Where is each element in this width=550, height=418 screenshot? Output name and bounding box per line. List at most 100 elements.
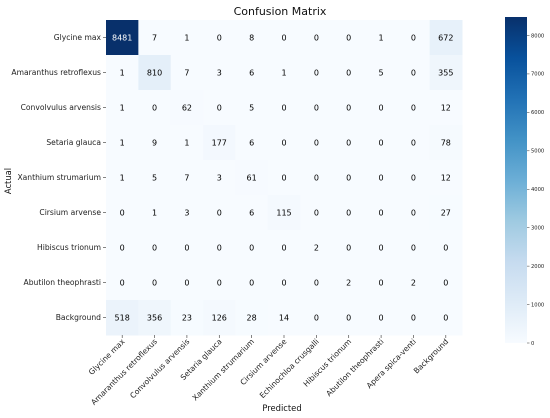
x-tick-label: Echinochloa crusgalli [258,337,321,400]
cell-value-label: 1 [120,104,125,113]
heatmap-cell [429,160,463,196]
heatmap-cell [429,125,463,161]
heatmap-cell [397,20,431,56]
heatmap-cell [203,125,236,161]
heatmap-cell [170,300,204,336]
heatmap-cell [364,195,398,231]
cell-value-label: 2 [411,279,416,288]
heatmap-cell [429,90,463,126]
cell-value-label: 6 [249,139,254,148]
cell-value-label: 0 [314,174,319,183]
heatmap-cell [170,125,204,161]
heatmap-cell [235,230,269,266]
cell-value-label: 0 [314,34,319,43]
heatmap-cell [235,90,269,126]
colorbar-ticks: 0 1000 2000 3000 4000 5000 6000 7000 8000 [527,33,544,347]
cell-value-label: 1 [184,139,189,148]
heatmap-cell [429,265,463,301]
x-tick-label: Convolvulus arvensis [128,337,191,400]
cell-value-label: 0 [120,209,125,218]
cell-value-label: 1 [379,34,384,43]
cell-value-label: 8 [249,34,254,43]
cell-value-label: 6 [249,69,254,78]
cell-value-label: 115 [276,209,291,218]
cell-value-label: 0 [217,279,222,288]
heatmap-cell [106,195,139,231]
heatmap-cell [138,90,172,126]
cell-value-label: 0 [346,244,351,253]
cell-value-label: 5 [152,174,157,183]
cell-value-label: 1 [120,69,125,78]
cell-value-label: 0 [379,244,384,253]
cell-value-label: 0 [120,244,125,253]
cell-value-label: 0 [217,104,222,113]
heatmap-cell [106,55,139,91]
cell-value-label: 0 [314,104,319,113]
colorbar-gradient [505,17,527,343]
cell-value-label: 5 [249,104,254,113]
y-tick-label: Background [56,313,101,322]
x-tick-label: Background [412,337,451,376]
heatmap-cell [235,125,269,161]
heatmap-cell [235,265,269,301]
heatmap-cell [429,230,463,266]
cell-value-label: 3 [217,69,222,78]
heatmap-cell [397,230,431,266]
heatmap-cell [203,300,236,336]
chart-title: Confusion Matrix [234,5,327,18]
heatmap-cell [106,300,139,336]
heatmap-cell [235,20,269,56]
y-axis-label: Actual [3,168,13,194]
heatmap-cell [170,230,204,266]
heatmap-cell [203,90,236,126]
heatmap-cell [267,125,301,161]
cell-value-label: 78 [441,139,451,148]
heatmap-cell [203,195,236,231]
heatmap-cell [364,265,398,301]
heatmap-cell [170,20,204,56]
cell-value-label: 0 [281,139,286,148]
cell-value-label: 8481 [112,34,132,43]
heatmap-cell [332,125,366,161]
heatmap-cell [332,55,366,91]
heatmap-cell [170,55,204,91]
heatmap-cell [235,55,269,91]
heatmap-cell [203,55,236,91]
colorbar-tick-label: 6000 [531,110,544,116]
cell-value-label: 0 [379,174,384,183]
cell-value-label: 3 [217,174,222,183]
x-tick-label: Amaranthus retroflexus [89,337,159,407]
cell-value-label: 0 [184,244,189,253]
y-tick-labels: Glycine max Amaranthus retroflexus Convolv… [11,33,106,322]
cell-value-label: 0 [379,104,384,113]
heatmap-cell [364,90,398,126]
cell-value-label: 1 [184,34,189,43]
heatmap-cell [203,20,236,56]
cell-value-label: 0 [281,34,286,43]
heatmap-cell [364,160,398,196]
cell-value-label: 0 [152,279,157,288]
heatmap-cell [429,20,463,56]
cell-value-label: 177 [212,139,227,148]
heatmap-cell [300,195,334,231]
heatmap-cell [300,125,334,161]
y-tick-label: Setaria glauca [46,138,101,147]
cell-value-label: 5 [379,69,384,78]
heatmap-cell [267,265,301,301]
cell-value-label: 61 [247,174,257,183]
cell-value-label: 0 [443,314,448,323]
cell-value-label: 7 [184,174,189,183]
colorbar-tick-label: 2000 [531,264,544,270]
heatmap-cell [429,195,463,231]
cell-value-label: 0 [281,174,286,183]
cell-value-label: 0 [411,139,416,148]
cell-value-label: 0 [346,209,351,218]
cell-value-label: 0 [314,209,319,218]
heatmap-cell [332,90,366,126]
heatmap-cell [397,55,431,91]
cell-value-label: 0 [249,244,254,253]
heatmap-cell [203,265,236,301]
heatmap-cell [138,20,172,56]
heatmap-cell [170,160,204,196]
